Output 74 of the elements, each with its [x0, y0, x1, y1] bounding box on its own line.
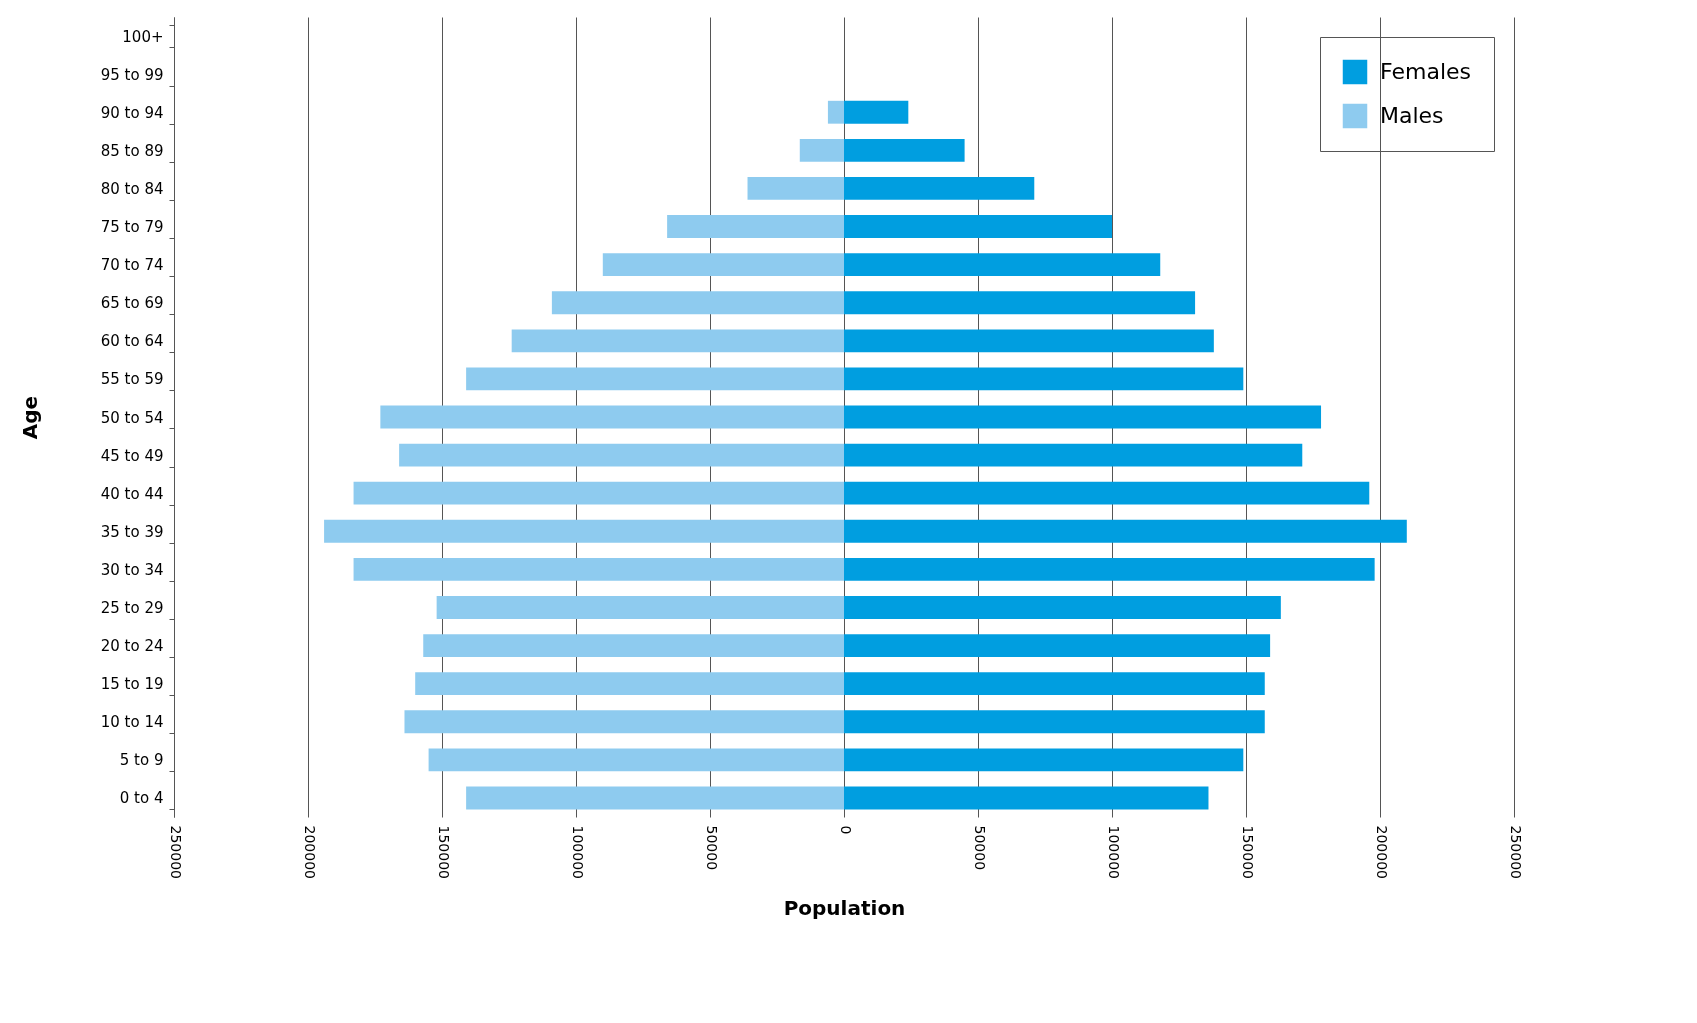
bar — [602, 253, 844, 277]
x-tick-label: 250000 — [1507, 825, 1524, 879]
bar — [827, 100, 844, 124]
bar — [844, 100, 909, 124]
bar — [466, 786, 844, 810]
bar — [423, 634, 844, 657]
bar — [844, 634, 1271, 657]
bar — [844, 748, 1244, 772]
bar — [511, 329, 844, 353]
y-tick-label: 70 to 74 — [100, 256, 164, 275]
y-tick-label: 100+ — [122, 27, 164, 46]
y-tick-label: 0 to 4 — [119, 789, 164, 808]
bar — [404, 710, 844, 734]
y-tick-label: 55 to 59 — [100, 370, 164, 389]
x-tick-label: 150000 — [1239, 825, 1256, 879]
bar — [844, 253, 1161, 277]
bar — [844, 177, 1035, 200]
y-tick-label: 60 to 64 — [100, 332, 164, 351]
x-tick-label: 200000 — [1373, 825, 1390, 879]
bar — [324, 519, 844, 543]
y-axis-title: Age — [17, 395, 42, 440]
bar — [466, 367, 844, 391]
bar — [844, 329, 1214, 353]
bar — [799, 138, 844, 162]
x-tick-label: 100000 — [1105, 825, 1122, 879]
bar — [667, 215, 844, 238]
bar — [551, 291, 844, 315]
y-tick-label: 10 to 14 — [100, 713, 164, 732]
bar — [844, 138, 965, 162]
bar — [844, 596, 1281, 619]
bar — [844, 291, 1196, 315]
bar — [844, 481, 1370, 505]
y-tick-label: 15 to 19 — [100, 675, 164, 694]
y-tick-label: 65 to 69 — [100, 294, 164, 313]
bar — [844, 405, 1322, 429]
y-tick-label: 30 to 34 — [100, 560, 164, 579]
x-axis-title: Population — [783, 895, 906, 920]
bar — [428, 748, 844, 772]
y-tick-label: 95 to 99 — [100, 65, 164, 84]
legend-label: Females — [1380, 59, 1472, 84]
bar — [353, 481, 844, 505]
bar — [415, 672, 844, 696]
x-tick-label: 200000 — [301, 825, 318, 879]
x-tick-label: 100000 — [569, 825, 586, 879]
bar — [844, 215, 1112, 238]
y-tick-label: 50 to 54 — [100, 408, 164, 427]
y-tick-label: 40 to 44 — [100, 484, 164, 503]
y-tick-label: 45 to 49 — [100, 446, 164, 465]
x-tick-label: 150000 — [435, 825, 452, 879]
y-tick-label: 90 to 94 — [100, 103, 164, 122]
bar — [844, 367, 1244, 391]
y-tick-label: 25 to 29 — [100, 598, 164, 617]
bar — [399, 443, 844, 467]
bar — [353, 557, 844, 581]
bar — [844, 786, 1209, 810]
bar — [380, 405, 844, 429]
y-tick-label: 85 to 89 — [100, 141, 164, 160]
bar — [844, 443, 1303, 467]
y-tick-label: 80 to 84 — [100, 179, 164, 198]
y-tick-label: 75 to 79 — [100, 218, 164, 237]
bar — [436, 596, 844, 619]
x-tick-label: 0 — [837, 825, 854, 835]
y-tick-label: 5 to 9 — [119, 751, 164, 770]
x-tick-label: 50000 — [971, 825, 988, 871]
bar — [844, 557, 1375, 581]
legend-label: Males — [1380, 103, 1444, 128]
bar — [844, 710, 1265, 734]
bar — [844, 519, 1407, 543]
y-tick-label: 20 to 24 — [100, 637, 164, 656]
x-tick-label: 250000 — [167, 825, 184, 879]
bar — [844, 672, 1265, 696]
x-tick-label: 50000 — [703, 825, 720, 871]
y-tick-label: 35 to 39 — [100, 522, 164, 541]
bar — [747, 177, 844, 200]
